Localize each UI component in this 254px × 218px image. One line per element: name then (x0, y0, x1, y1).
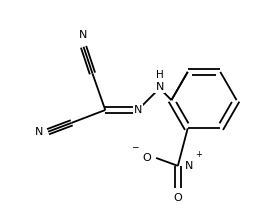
Text: N: N (155, 82, 164, 92)
Text: O: O (142, 153, 151, 163)
Text: H: H (156, 70, 164, 80)
Text: N: N (35, 127, 43, 137)
Text: N: N (79, 30, 88, 40)
Text: −: − (131, 142, 138, 151)
Text: N: N (134, 105, 142, 115)
Text: O: O (173, 194, 182, 203)
Text: +: + (196, 150, 202, 159)
Text: N: N (185, 161, 193, 171)
